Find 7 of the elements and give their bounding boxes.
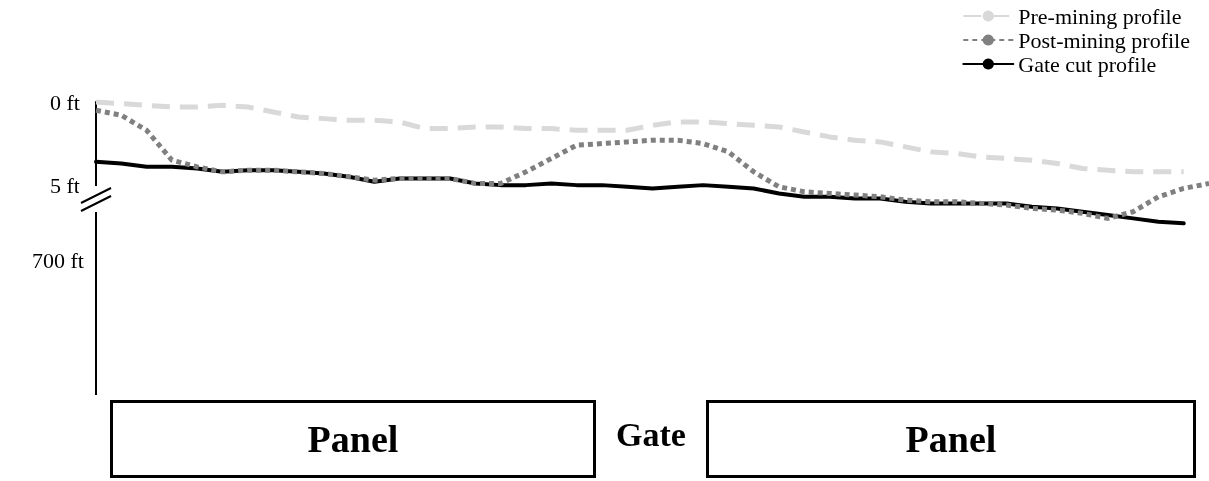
text: 700 ft <box>32 248 84 274</box>
text: Gate <box>615 416 687 454</box>
panel-outline: Panel <box>110 400 596 478</box>
y-tick-label: 0 ft <box>50 89 80 115</box>
legend-label: Pre-mining profile <box>1018 3 1182 29</box>
panel-outline: Panel <box>706 400 1196 478</box>
y-tick-label: 5 ft <box>50 172 80 198</box>
